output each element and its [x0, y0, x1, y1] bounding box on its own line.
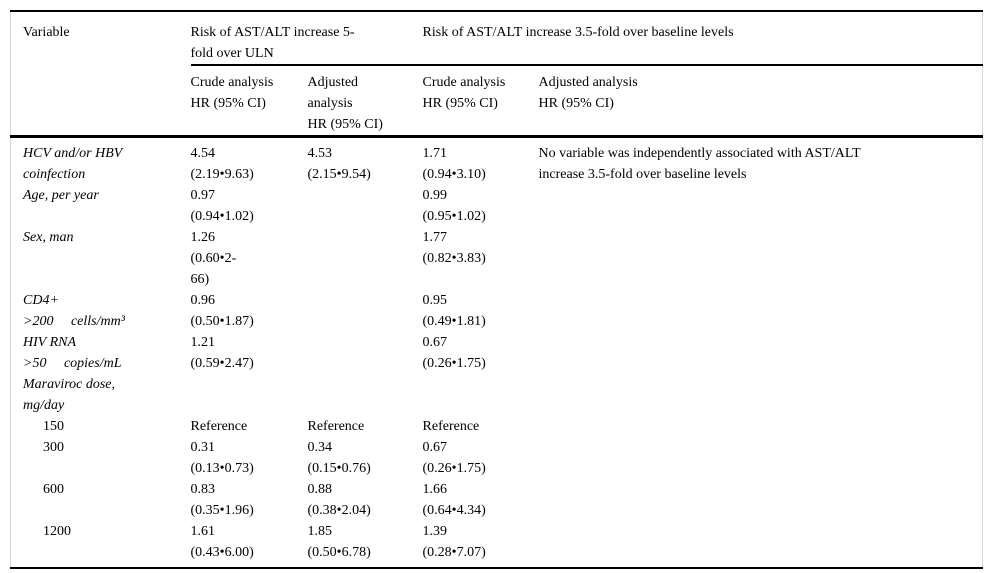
table-row-dose-300: 300 0.31 (0.13•0.73) 0.34 (0.15•0.76) 0.… — [11, 437, 983, 479]
row-variable: Maraviroc dose, mg/day — [23, 377, 116, 413]
cell-adjusted-5fold: Reference — [307, 419, 365, 434]
cell-crude-3-5fold: 0.67 (0.26•1.75) — [422, 335, 486, 371]
cell-crude-3-5fold: 1.71 (0.94•3.10) — [422, 146, 486, 182]
cell-adjusted-3-5fold — [539, 290, 983, 332]
cell-adjusted-3-5fold-note: No variable was independently associated… — [538, 146, 861, 182]
cell-adjusted-5fold — [308, 227, 423, 290]
cell-adjusted-5fold: 0.34 (0.15•0.76) — [307, 440, 371, 476]
table-row-dose-600: 600 0.83 (0.35•1.96) 0.88 (0.38•2.04) 1.… — [11, 479, 983, 521]
table-header: Variable Risk of AST/ALT increase 5- fol… — [10, 11, 983, 138]
table-body: HCV and/or HBV coinfection 4.54 (2.19•9.… — [11, 137, 983, 569]
subheader-crude-3-5fold: Crude analysis HR (95% CI) — [422, 65, 539, 138]
row-variable: 150 — [43, 419, 64, 434]
subheader-adjusted-3-5fold: Adjusted analysis HR (95% CI) — [538, 65, 983, 138]
cell-crude-5fold: 1.21 (0.59•2.47) — [190, 335, 254, 371]
table-row-age: Age, per year 0.97 (0.94•1.02) 0.99 (0.9… — [11, 185, 983, 227]
cell-crude-5fold: 1.61 (0.43•6.00) — [190, 524, 254, 560]
cell-crude-5fold: 0.97 (0.94•1.02) — [190, 188, 254, 224]
cell-adjusted-3-5fold — [539, 185, 983, 227]
row-variable: 600 — [43, 482, 64, 497]
cell-crude-3-5fold: Reference — [422, 419, 480, 434]
cell-crude-5fold: 0.83 (0.35•1.96) — [190, 482, 254, 518]
row-variable: Sex, man — [23, 230, 74, 245]
cell-crude-3-5fold: 1.77 (0.82•3.83) — [422, 230, 486, 266]
row-variable: HIV RNA >50 copies/mL — [23, 335, 122, 371]
row-variable: 1200 — [43, 524, 71, 539]
table-row-dose-1200: 1200 1.61 (0.43•6.00) 1.85 (0.50•6.78) 1… — [11, 521, 983, 568]
cell-crude-3-5fold: 0.67 (0.26•1.75) — [422, 440, 486, 476]
cell-crude-3-5fold: 0.95 (0.49•1.81) — [422, 293, 486, 329]
table-row-maraviroc-dose: Maraviroc dose, mg/day — [11, 374, 983, 416]
cell-adjusted-5fold: 4.53 (2.15•9.54) — [307, 146, 371, 182]
group-header-row: Variable Risk of AST/ALT increase 5- fol… — [10, 11, 983, 138]
cell-adjusted-5fold — [308, 290, 423, 332]
subheader-adjusted-5fold: Adjusted analysis HR (95% CI) — [307, 65, 423, 138]
cell-adjusted-5fold: 1.85 (0.50•6.78) — [307, 524, 371, 560]
table-row-hiv-rna: HIV RNA >50 copies/mL 1.21 (0.59•2.47) 0… — [11, 332, 983, 374]
row-variable: 300 — [43, 440, 64, 455]
cell-adjusted-3-5fold — [539, 227, 983, 290]
cell-adjusted-3-5fold — [539, 332, 983, 374]
cell-adjusted-3-5fold — [539, 479, 983, 521]
cell-adjusted-5fold — [308, 374, 423, 416]
cell-adjusted-3-5fold — [539, 416, 983, 437]
cell-crude-5fold: 0.31 (0.13•0.73) — [190, 440, 254, 476]
cell-adjusted-3-5fold — [539, 521, 983, 568]
cell-crude-3-5fold — [423, 374, 539, 416]
cell-crude-5fold — [191, 374, 308, 416]
cell-crude-5fold: Reference — [190, 419, 248, 434]
group-header-5fold-uln: Risk of AST/ALT increase 5- fold over UL… — [190, 11, 423, 66]
table-row-sex: Sex, man 1.26 (0.60•2- 66) 1.77 (0.82•3.… — [11, 227, 983, 290]
row-variable: HCV and/or HBV coinfection — [23, 146, 123, 182]
table-row-hcv-hbv-coinfection: HCV and/or HBV coinfection 4.54 (2.19•9.… — [11, 137, 983, 186]
cell-crude-5fold: 0.96 (0.50•1.87) — [190, 293, 254, 329]
group-header-3-5fold-baseline: Risk of AST/ALT increase 3.5-fold over b… — [422, 11, 983, 66]
cell-crude-5fold: 1.26 (0.60•2- 66) — [190, 230, 237, 287]
sub-header-row: Crude analysis HR (95% CI) Adjusted anal… — [11, 65, 983, 138]
cell-crude-5fold: 4.54 (2.19•9.63) — [190, 146, 254, 182]
table-row-dose-150: 150 Reference Reference Reference — [11, 416, 983, 437]
subheader-crude-5fold: Crude analysis HR (95% CI) — [190, 65, 308, 138]
cell-adjusted-3-5fold — [539, 437, 983, 479]
hazard-ratio-table: Variable Risk of AST/ALT increase 5- fol… — [10, 10, 983, 569]
table-row-cd4: CD4+ >200 cells/mm³ 0.96 (0.50•1.87) 0.9… — [11, 290, 983, 332]
cell-adjusted-3-5fold — [539, 374, 983, 416]
cell-adjusted-5fold — [308, 185, 423, 227]
cell-crude-3-5fold: 0.99 (0.95•1.02) — [422, 188, 486, 224]
cell-adjusted-5fold — [308, 332, 423, 374]
row-variable: CD4+ >200 cells/mm³ — [23, 293, 125, 329]
cell-crude-3-5fold: 1.39 (0.28•7.07) — [422, 524, 486, 560]
cell-adjusted-5fold: 0.88 (0.38•2.04) — [307, 482, 371, 518]
cell-crude-3-5fold: 1.66 (0.64•4.34) — [422, 482, 486, 518]
column-header-variable: Variable — [10, 11, 191, 138]
row-variable: Age, per year — [23, 188, 99, 203]
